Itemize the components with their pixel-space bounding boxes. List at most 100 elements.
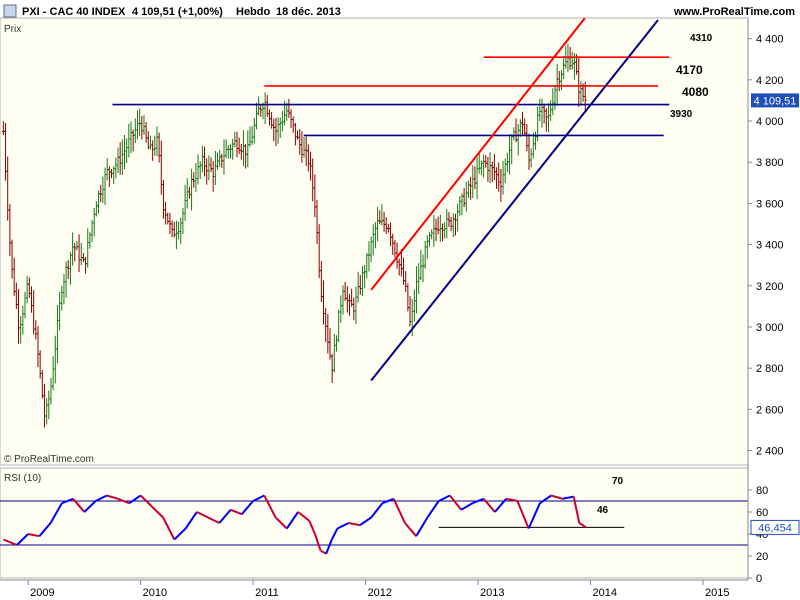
rsi-segment bbox=[16, 533, 29, 546]
price-tick-label: 2 800 bbox=[756, 363, 784, 375]
rsi-segment bbox=[562, 495, 574, 500]
symbol-title: PXI - CAC 40 INDEX bbox=[22, 6, 126, 18]
rsi-segment bbox=[252, 494, 265, 502]
rsi-segment bbox=[274, 516, 288, 530]
rsi-segment bbox=[61, 497, 74, 505]
rsi-panel bbox=[0, 467, 749, 579]
rsi-segment bbox=[404, 522, 417, 537]
rsi-segment bbox=[359, 516, 372, 527]
price-tick-label: 2 400 bbox=[756, 446, 784, 458]
rsi-segment bbox=[139, 494, 153, 508]
level-label-4080: 4080 bbox=[682, 85, 709, 99]
rsi-segment bbox=[348, 522, 361, 527]
x-tick-label: 2014 bbox=[593, 587, 617, 599]
rsi-segment bbox=[230, 508, 243, 516]
rsi-segment bbox=[516, 500, 530, 529]
rsi-segment bbox=[550, 494, 563, 500]
rsi-segment bbox=[128, 494, 142, 505]
rsi-level-label-46: 46 bbox=[597, 505, 609, 516]
rsi-level-label-70: 70 bbox=[612, 476, 624, 487]
price-tick-label: 3 400 bbox=[756, 240, 784, 252]
current-price-value: 4 109,51 bbox=[754, 95, 797, 107]
last-price: 4 109,51 (+1,00%) bbox=[132, 6, 223, 18]
header: PXI - CAC 40 INDEX 4 109,51 (+1,00%) Heb… bbox=[3, 4, 795, 18]
rsi-segment bbox=[184, 511, 198, 530]
price-y-axis: 4 400 4 200 4 000 3 800 3 600 3 400 3 200 3 000… bbox=[748, 34, 784, 458]
price-bars bbox=[1, 43, 587, 428]
rsi-segment bbox=[2, 538, 18, 546]
price-panel bbox=[0, 17, 749, 466]
x-tick-label: 2012 bbox=[368, 587, 392, 599]
current-price-box: 4 109,51 bbox=[751, 93, 799, 108]
price-tick-label: 4 200 bbox=[756, 75, 784, 87]
rsi-segment bbox=[38, 522, 52, 537]
price-tick-label: 3 600 bbox=[756, 198, 784, 210]
rsi-segment bbox=[539, 494, 552, 505]
rsi-segment bbox=[438, 494, 451, 502]
x-tick-label: 2009 bbox=[30, 587, 54, 599]
rsi-segment bbox=[314, 533, 322, 551]
date-label: 18 déc. 2013 bbox=[276, 6, 341, 18]
watermark: © ProRealTime.com bbox=[4, 454, 94, 465]
rsi-segment bbox=[426, 500, 440, 519]
price-annotations: 4310 4170 4080 3930 bbox=[112, 18, 713, 382]
rsi-segment bbox=[196, 511, 209, 519]
rsi-segment bbox=[151, 505, 164, 519]
rsi-tick-label: 60 bbox=[756, 507, 768, 519]
rsi-segment bbox=[49, 502, 63, 524]
rsi-segment bbox=[472, 497, 485, 505]
rsi-segment bbox=[241, 500, 254, 515]
rsi-segment bbox=[308, 520, 316, 535]
price-tick-label: 4 000 bbox=[756, 116, 784, 128]
price-tick-label: 3 200 bbox=[756, 281, 784, 293]
rsi-tick-label: 0 bbox=[756, 573, 762, 585]
rsi-panel-label: RSI (10) bbox=[4, 473, 41, 484]
rsi-segment bbox=[527, 502, 541, 529]
rsi-segment bbox=[415, 516, 429, 537]
rsi-segment bbox=[173, 527, 187, 541]
rsi-segment bbox=[392, 498, 406, 524]
rsi-segment bbox=[337, 522, 350, 530]
rsi-segment bbox=[263, 495, 277, 518]
rsi-tick-label: 20 bbox=[756, 551, 768, 563]
trendline-1 bbox=[370, 19, 659, 382]
x-tick-label: 2011 bbox=[255, 587, 279, 599]
price-tick-label: 3 000 bbox=[756, 322, 784, 334]
rsi-segment bbox=[72, 498, 86, 513]
rsi-segment bbox=[320, 549, 327, 555]
level-label-4170: 4170 bbox=[676, 63, 703, 77]
rsi-segment bbox=[286, 511, 299, 530]
site-label: www.ProRealTime.com bbox=[673, 6, 795, 18]
level-label-3930: 3930 bbox=[670, 109, 693, 120]
rsi-tick-label: 80 bbox=[756, 485, 768, 497]
level-label-4310: 4310 bbox=[690, 33, 713, 44]
rsi-segment bbox=[494, 498, 507, 513]
rsi-segment bbox=[482, 498, 496, 513]
rsi-lines: 70 46 bbox=[0, 476, 748, 555]
rsi-segment bbox=[505, 497, 518, 502]
x-tick-label: 2013 bbox=[480, 587, 504, 599]
rsi-segment bbox=[297, 511, 310, 522]
price-tick-label: 4 400 bbox=[756, 34, 784, 46]
x-tick-label: 2010 bbox=[143, 587, 167, 599]
rsi-segment bbox=[218, 509, 232, 524]
rsi-segment bbox=[572, 496, 581, 524]
x-axis: 2009 2010 2011 2012 2013 2014 2015 bbox=[27, 580, 729, 599]
rsi-segment bbox=[460, 502, 473, 511]
current-rsi-value: 46,454 bbox=[758, 522, 792, 534]
rsi-segment bbox=[117, 497, 130, 505]
period-label: Hebdo bbox=[236, 6, 271, 18]
rsi-segment bbox=[83, 500, 97, 513]
rsi-segment bbox=[106, 494, 119, 500]
rsi-segment bbox=[207, 516, 220, 524]
rsi-segment bbox=[370, 502, 384, 519]
price-tick-label: 2 600 bbox=[756, 404, 784, 416]
trendline-0 bbox=[370, 18, 586, 291]
rsi-segment bbox=[449, 494, 462, 511]
chart-menu-icon[interactable] bbox=[3, 4, 17, 18]
rsi-segment bbox=[95, 494, 108, 502]
price-tick-label: 3 800 bbox=[756, 157, 784, 169]
